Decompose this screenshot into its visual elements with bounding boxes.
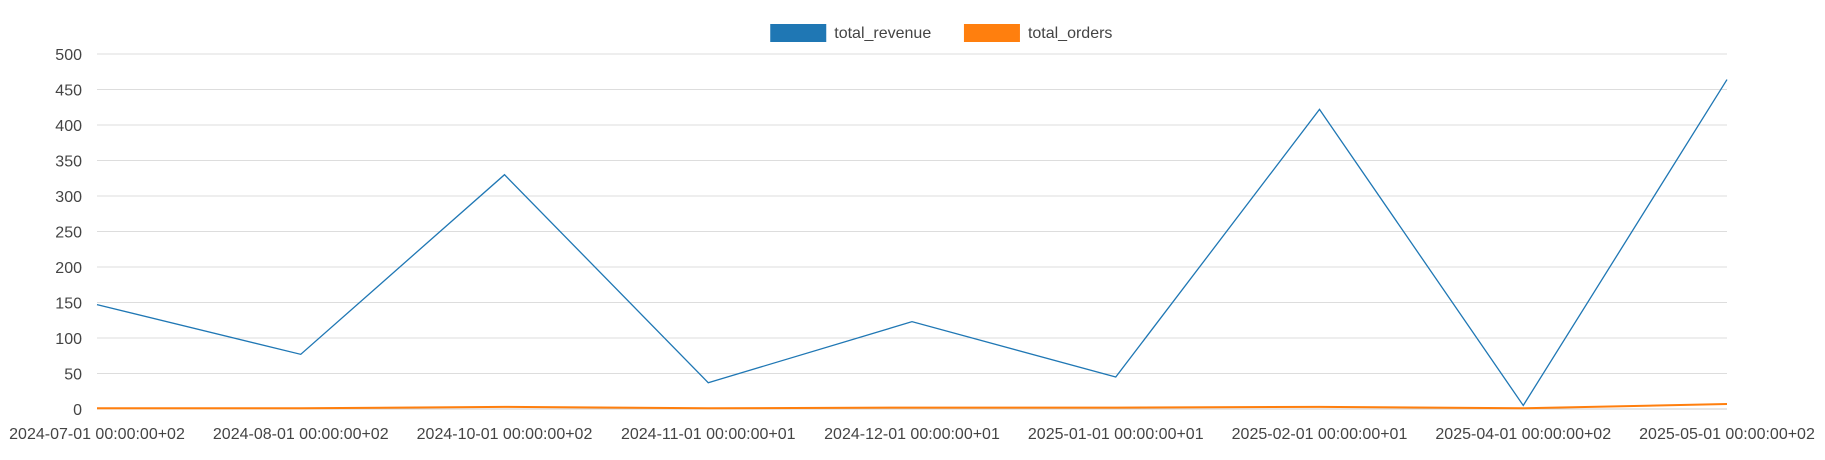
y-tick-label: 400 — [55, 118, 82, 135]
x-tick-label: 2025-05-01 00:00:00+02 — [1639, 426, 1815, 443]
series-lines — [96, 79, 1728, 410]
x-tick-label: 2025-02-01 00:00:00+01 — [1232, 426, 1408, 443]
legend-item-total_orders[interactable]: total_orders — [963, 24, 1113, 42]
x-tick-label: 2024-12-01 00:00:00+01 — [824, 426, 1000, 443]
grid-lines — [97, 53, 1727, 410]
y-axis-ticks: 0 50 100 150 200 250 300 350 400 450 500 — [55, 47, 82, 419]
legend: total_revenue total_orders — [770, 24, 1112, 42]
x-tick-label: 2025-01-01 00:00:00+01 — [1028, 426, 1204, 443]
x-tick-label: 2024-11-01 00:00:00+01 — [621, 426, 796, 443]
x-tick-label: 2024-07-01 00:00:00+02 — [9, 426, 185, 443]
y-tick-label: 450 — [55, 83, 82, 100]
series-line-total_revenue — [96, 79, 1728, 407]
series-line-total_orders — [97, 403, 1728, 410]
legend-label: total_orders — [1028, 25, 1113, 42]
y-tick-label: 250 — [55, 225, 82, 242]
x-tick-label: 2024-10-01 00:00:00+02 — [417, 426, 593, 443]
y-tick-label: 200 — [55, 260, 82, 277]
y-tick-label: 150 — [55, 296, 82, 313]
y-tick-label: 500 — [55, 47, 82, 64]
y-tick-label: 350 — [55, 154, 82, 171]
legend-label: total_revenue — [834, 25, 931, 42]
y-tick-label: 300 — [55, 189, 82, 206]
y-tick-label: 0 — [73, 402, 82, 419]
x-tick-label: 2024-08-01 00:00:00+02 — [213, 426, 389, 443]
legend-swatch — [963, 24, 1020, 42]
y-tick-label: 100 — [55, 331, 82, 348]
x-axis-ticks: 2024-07-01 00:00:00+02 2024-08-01 00:00:0… — [9, 426, 1815, 443]
x-tick-label: 2025-04-01 00:00:00+02 — [1435, 426, 1611, 443]
legend-item-total_revenue[interactable]: total_revenue — [770, 24, 931, 42]
legend-swatch — [770, 24, 827, 42]
y-tick-label: 50 — [64, 367, 82, 384]
